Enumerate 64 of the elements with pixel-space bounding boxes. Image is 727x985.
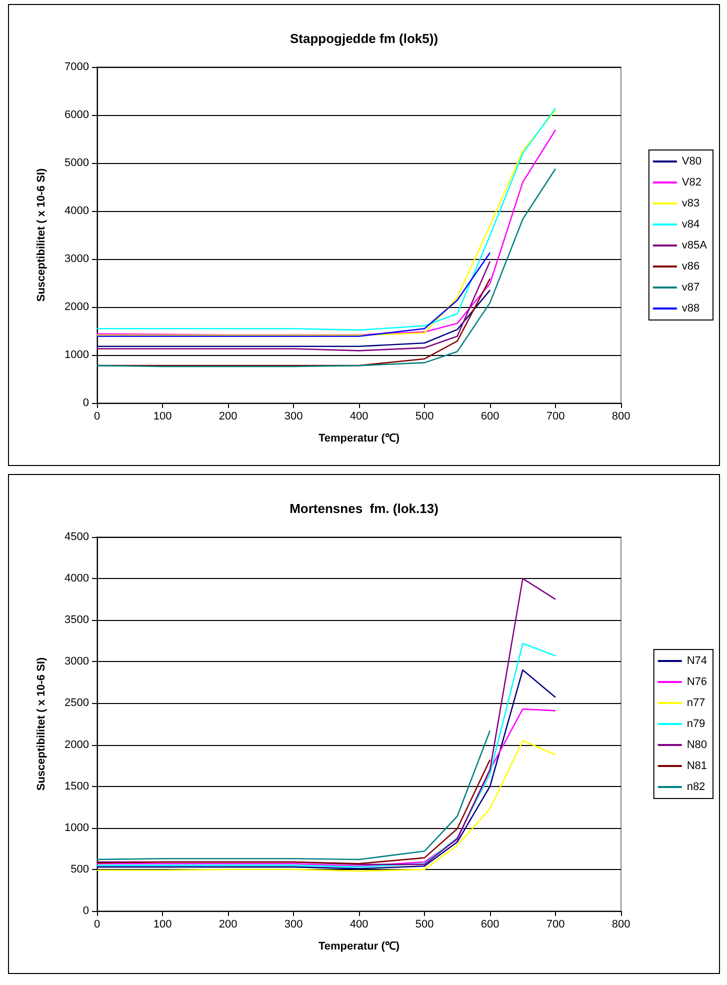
- y-tick-label: 2000: [64, 301, 89, 313]
- x-tick-label: 800: [612, 918, 630, 930]
- y-tick-label: 5000: [64, 157, 89, 169]
- y-axis-title: Susceptibilitet ( x 10-6 SI): [36, 657, 48, 791]
- line-series: [96, 290, 491, 348]
- x-tick-label: 300: [284, 918, 303, 930]
- x-tick-label: 100: [153, 410, 172, 422]
- x-tick-label: 400: [350, 410, 368, 422]
- y-tick-label: 6000: [64, 109, 89, 121]
- x-axis-title: Temperatur (℃): [318, 940, 400, 952]
- y-tick-label: 7000: [64, 61, 89, 73]
- x-tick-label: 800: [612, 410, 630, 422]
- line-series: [96, 759, 491, 864]
- legend-label: v85A: [682, 240, 708, 252]
- legend-label: N81: [686, 760, 708, 772]
- y-tick-label: 1000: [64, 349, 89, 361]
- legend-label: v88: [682, 302, 700, 314]
- line-series: [96, 260, 491, 352]
- legend-label: v86: [682, 260, 700, 272]
- x-tick-label: 600: [480, 410, 500, 422]
- x-tick-label: 0: [94, 410, 100, 422]
- line-series: [96, 168, 556, 368]
- chart-title: Stappogjedde fm (lok5)): [290, 31, 438, 46]
- y-tick-label: 0: [82, 905, 89, 917]
- line-series: [96, 730, 491, 860]
- y-tick-label: 3500: [64, 614, 89, 626]
- x-tick-label: 200: [218, 918, 238, 930]
- x-tick-label: 700: [546, 918, 565, 930]
- y-tick-label: 0: [82, 397, 89, 409]
- legend-label: N80: [686, 739, 708, 751]
- legend-label: N74: [686, 655, 708, 667]
- legend-label: V80: [682, 156, 702, 168]
- x-tick-label: 100: [153, 918, 172, 930]
- y-tick-label: 4000: [64, 205, 89, 217]
- y-tick-label: 500: [70, 863, 89, 876]
- legend-label: v84: [682, 218, 700, 230]
- legend-label: n79: [686, 718, 706, 730]
- y-tick-label: 3000: [64, 253, 89, 265]
- legend-label: n77: [686, 697, 706, 709]
- y-axis-title: Susceptibilitet ( x 10-6 SI): [36, 168, 48, 302]
- legend-label: v83: [682, 198, 700, 210]
- y-tick-label: 3000: [64, 656, 89, 668]
- x-tick-label: 200: [218, 410, 238, 422]
- y-tick-label: 2500: [64, 697, 89, 710]
- x-axis-title: Temperatur (℃): [318, 432, 400, 444]
- x-tick-label: 0: [94, 918, 100, 930]
- y-tick-label: 4000: [64, 572, 89, 585]
- legend-label: n82: [686, 781, 706, 793]
- y-tick-label: 1500: [64, 780, 89, 792]
- legend-label: N76: [686, 676, 708, 688]
- x-tick-label: 700: [546, 410, 565, 422]
- line-series: [96, 740, 556, 872]
- x-tick-label: 300: [284, 410, 303, 422]
- x-tick-label: 600: [480, 918, 500, 930]
- x-tick-label: 400: [350, 918, 368, 930]
- legend-label: V82: [682, 176, 702, 188]
- y-tick-label: 4500: [64, 531, 89, 543]
- y-tick-label: 2000: [64, 738, 89, 751]
- x-tick-label: 500: [415, 410, 434, 422]
- chart-title: Mortensnes fm. (lok.13): [290, 501, 438, 516]
- x-tick-label: 500: [415, 918, 434, 930]
- legend-label: v87: [682, 282, 700, 294]
- y-tick-label: 1000: [64, 822, 89, 834]
- line-series: [96, 252, 491, 337]
